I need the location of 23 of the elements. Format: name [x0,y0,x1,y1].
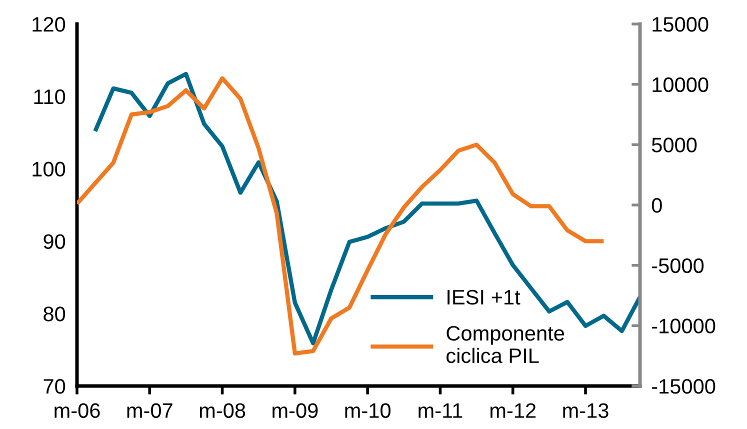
x-tick-label: m-13 [563,403,608,418]
y-tick-label: 70 [44,379,66,394]
legend-label: IESI +1t [448,290,520,305]
y2-tick-label: -15000 [652,379,716,394]
x-tick-label: m-06 [54,403,100,418]
y2-tick-label: 0 [652,198,662,213]
legend-label: Componente ciclica PIL [446,326,564,364]
y2-tick-label: 5000 [652,138,697,152]
y-tick-label: 120 [32,17,66,32]
x-tick-label: m-07 [127,403,172,418]
y-tick-label: 90 [44,234,66,249]
y-tick-label: 110 [34,89,66,104]
y2-tick-label: -5000 [652,258,704,274]
y2-tick-label: 15000 [652,17,708,32]
x-tick-label: m-08 [200,403,246,418]
x-tick-label: m-12 [490,403,536,418]
y-tick-label: 80 [44,306,66,322]
y-tick-label: 100 [32,162,66,177]
y2-tick-label: -10000 [652,318,716,334]
x-tick-label: m-10 [345,403,390,418]
x-tick-label: m-09 [272,403,318,418]
y2-tick-label: 10000 [652,77,708,92]
x-tick-label: m-11 [418,403,462,418]
